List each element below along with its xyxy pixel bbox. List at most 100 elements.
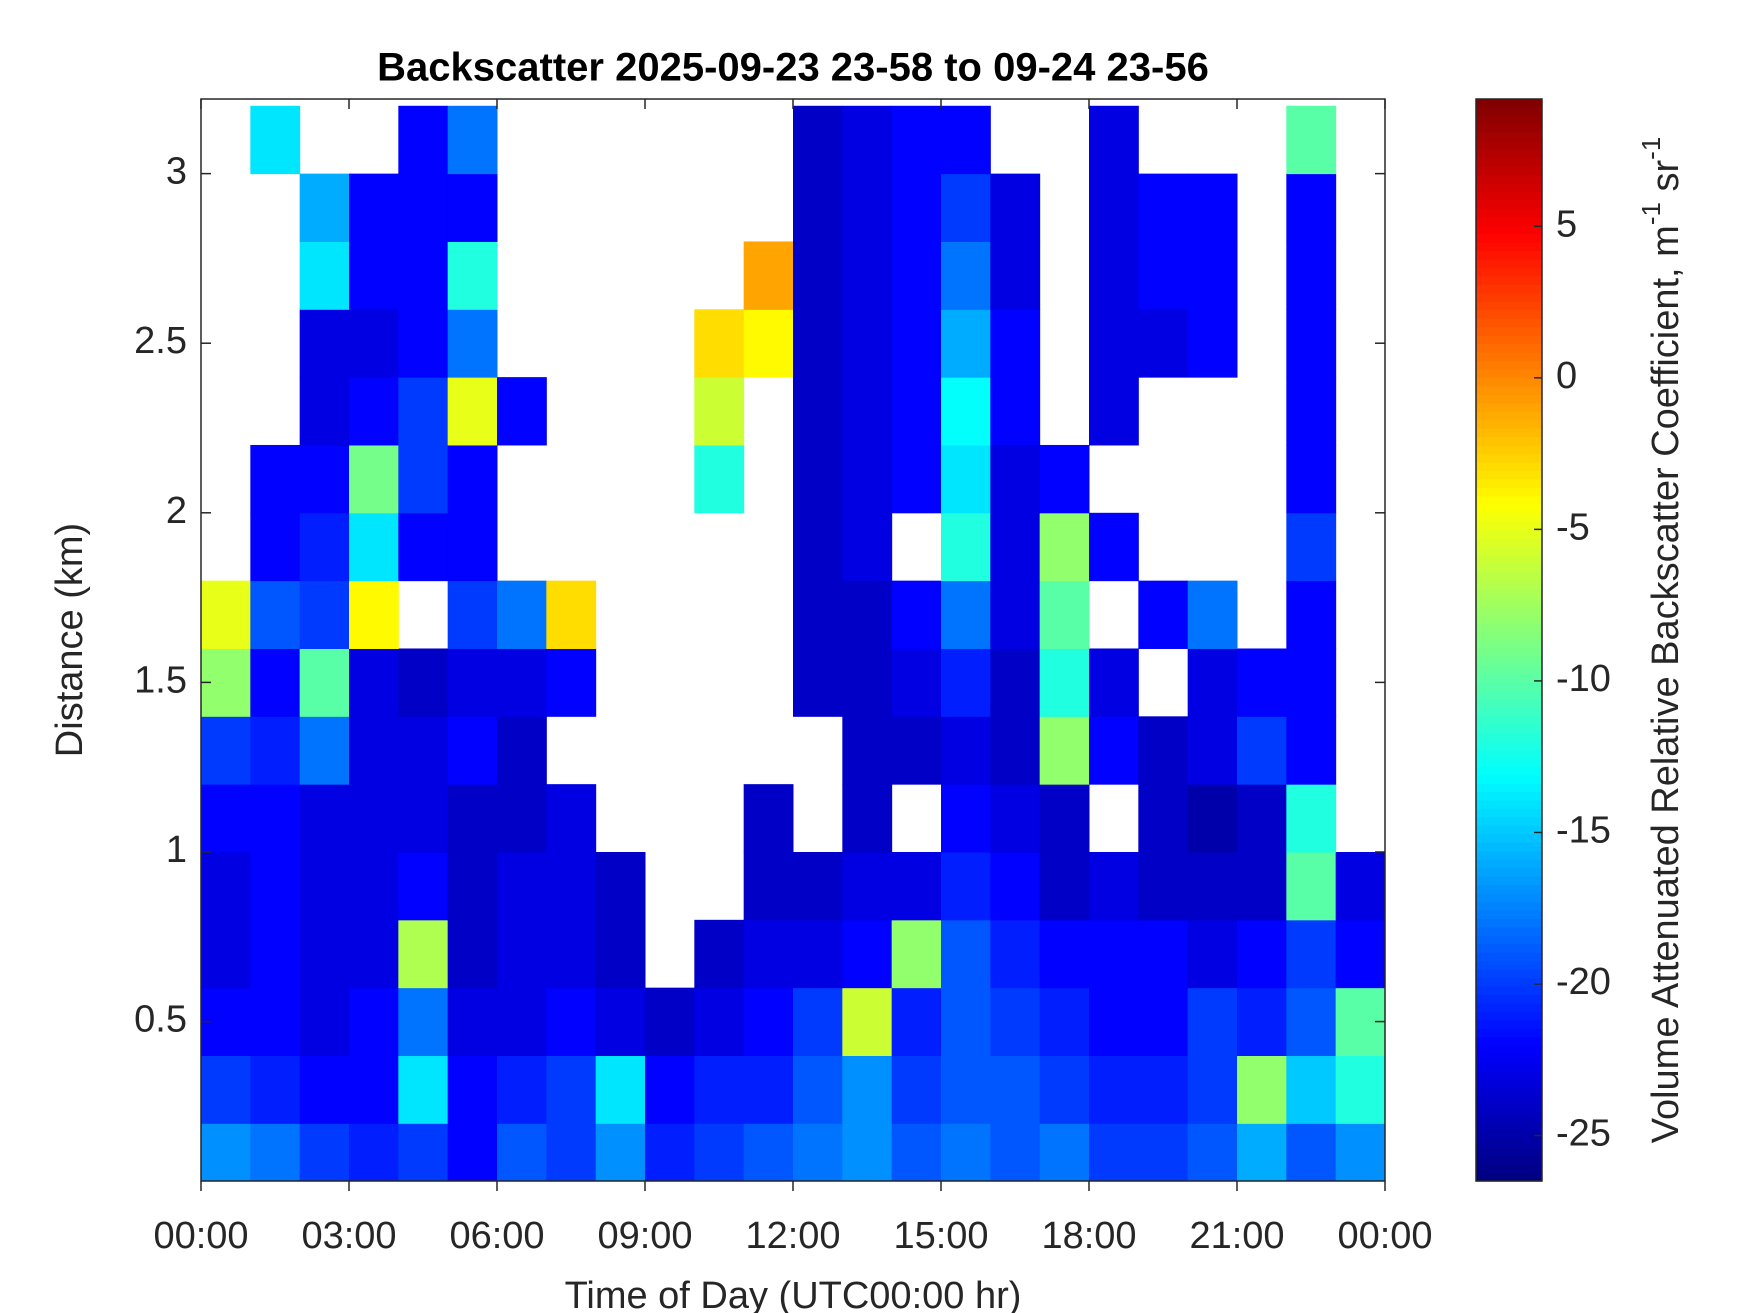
heatmap-cell (299, 512, 350, 582)
heatmap-cell (1187, 309, 1238, 378)
colorbar-swatch (1476, 673, 1542, 683)
heatmap-cell (299, 716, 350, 785)
heatmap-cell (546, 580, 597, 649)
colorbar-swatch (1476, 589, 1542, 599)
heatmap-cell (250, 444, 301, 514)
heatmap-cell (1138, 1055, 1189, 1124)
colorbar-swatch (1476, 268, 1542, 278)
colorbar-swatch (1476, 1088, 1542, 1098)
heatmap-cell (447, 580, 498, 649)
heatmap-cell (990, 444, 1041, 514)
x-tick-label: 00:00 (153, 1215, 248, 1257)
x-tick-label: 21:00 (1189, 1215, 1284, 1257)
colorbar-swatch (1476, 454, 1542, 464)
heatmap-cell (398, 512, 449, 582)
heatmap-cell (1039, 1123, 1090, 1181)
colorbar-swatch (1476, 225, 1542, 235)
y-tick-label: 2.5 (134, 320, 187, 362)
colorbar-label: Volume Attenuated Relative Backscatter C… (1636, 137, 1687, 1144)
colorbar-swatch (1476, 107, 1542, 117)
heatmap-cell (447, 1055, 498, 1124)
heatmap-cell (250, 784, 301, 853)
colorbar-frame (1475, 98, 1543, 1182)
heatmap-cell (1039, 784, 1090, 853)
heatmap-cell (1089, 648, 1139, 717)
chart-title: Backscatter 2025-09-23 23-58 to 09-24 23… (377, 46, 1209, 90)
heatmap-cell (891, 919, 942, 989)
heatmap (201, 105, 1385, 1181)
heatmap-cell (891, 1055, 942, 1124)
heatmap-cell (497, 987, 547, 1057)
colorbar-swatch (1476, 563, 1542, 573)
colorbar-swatch (1476, 132, 1542, 142)
colorbar-swatch (1476, 158, 1542, 168)
heatmap-cell (891, 716, 942, 785)
colorbar-swatch (1476, 614, 1542, 624)
heatmap-cell (842, 987, 893, 1057)
colorbar-swatch (1476, 1020, 1542, 1030)
heatmap-cell (842, 919, 893, 989)
heatmap-cell (842, 444, 893, 514)
heatmap-cell (842, 173, 893, 242)
colorbar-swatch (1476, 301, 1542, 311)
heatmap-cell (201, 784, 251, 853)
colorbar-swatch (1476, 927, 1542, 937)
heatmap-cell (1138, 173, 1189, 242)
colorbar-swatch (1476, 1113, 1542, 1123)
heatmap-cell (398, 987, 449, 1057)
heatmap-cell (891, 648, 942, 717)
heatmap-cell (990, 851, 1041, 921)
heatmap-cell (941, 241, 991, 310)
heatmap-cell (497, 377, 547, 446)
colorbar-swatch (1476, 115, 1542, 125)
colorbar-swatch (1476, 986, 1542, 996)
heatmap-cell (941, 377, 991, 446)
heatmap-cell (941, 173, 991, 242)
heatmap-cell (891, 851, 942, 921)
heatmap-cell (349, 648, 399, 717)
heatmap-cell (793, 105, 843, 175)
heatmap-cell (1335, 851, 1385, 921)
heatmap-cell (941, 1123, 991, 1181)
heatmap-cell (793, 851, 843, 921)
colorbar-swatch (1476, 724, 1542, 734)
colorbar-swatch (1476, 470, 1542, 480)
colorbar-swatch (1476, 530, 1542, 540)
heatmap-cell (891, 173, 942, 242)
heatmap-cell (793, 648, 843, 717)
y-tick-label: 2 (166, 490, 187, 532)
heatmap-cell (299, 309, 350, 378)
colorbar-swatch (1476, 978, 1542, 988)
heatmap-cell (201, 919, 251, 989)
heatmap-cell (250, 1055, 301, 1124)
heatmap-cell (1286, 444, 1337, 514)
heatmap-cell (250, 648, 301, 717)
heatmap-cell (447, 784, 498, 853)
heatmap-cell (398, 377, 449, 446)
colorbar-tick-label: 0 (1556, 355, 1577, 397)
heatmap-cell (349, 784, 399, 853)
colorbar-label-text: sr (1645, 159, 1687, 202)
heatmap-cell (447, 851, 498, 921)
heatmap-cell (201, 1055, 251, 1124)
colorbar-tick-label: -25 (1556, 1113, 1611, 1155)
heatmap-cell (1187, 173, 1238, 242)
heatmap-cell (250, 851, 301, 921)
colorbar-swatch (1476, 1121, 1542, 1131)
colorbar-swatch (1476, 665, 1542, 675)
heatmap-cell (694, 987, 745, 1057)
heatmap-cell (793, 1123, 843, 1181)
heatmap-cell (842, 784, 893, 853)
colorbar-swatch (1476, 1079, 1542, 1089)
heatmap-cell (1138, 987, 1189, 1057)
heatmap-cell (398, 1055, 449, 1124)
heatmap-cell (546, 987, 597, 1057)
heatmap-cell (1187, 851, 1238, 921)
colorbar-swatch (1476, 1011, 1542, 1021)
heatmap-cell (1138, 580, 1189, 649)
colorbar-swatch (1476, 175, 1542, 185)
heatmap-cell (842, 1055, 893, 1124)
heatmap-cell (793, 173, 843, 242)
heatmap-cell (299, 377, 350, 446)
